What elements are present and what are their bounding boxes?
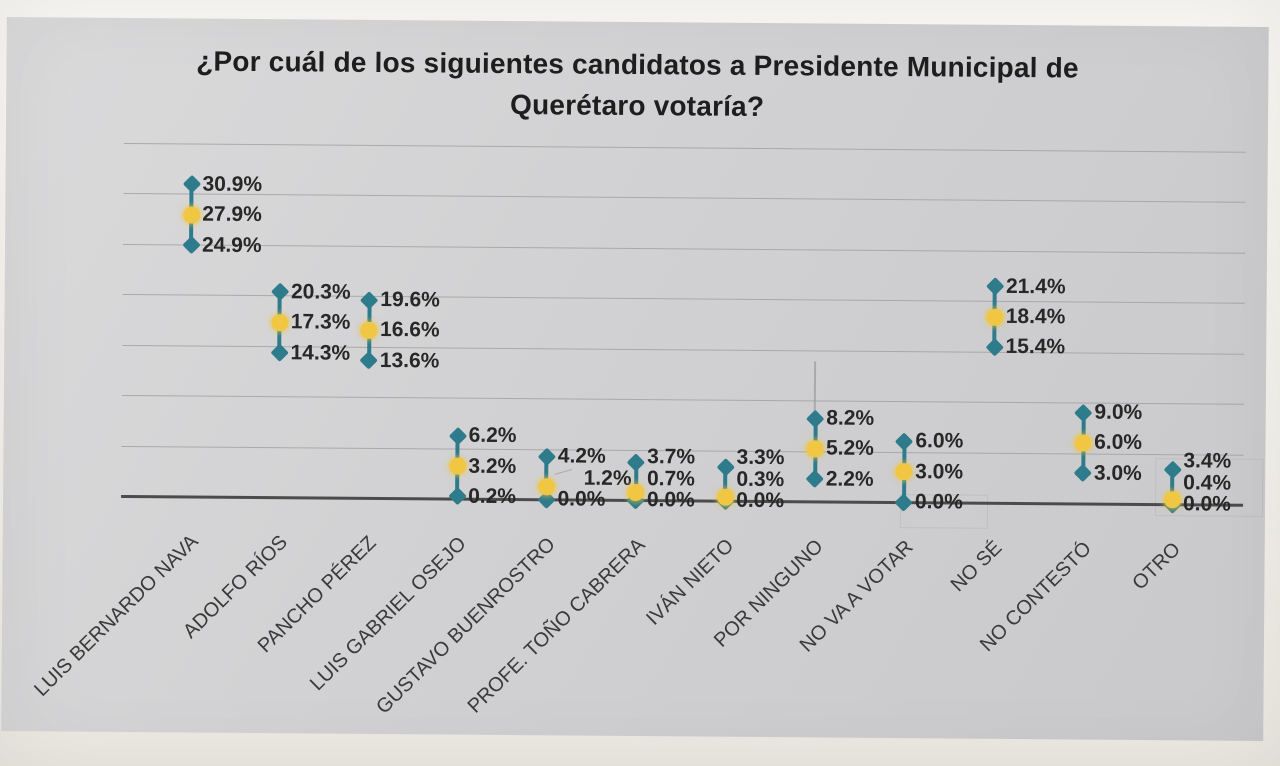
low-marker-diamond-icon xyxy=(181,235,201,255)
gridline-35pct xyxy=(123,142,1246,153)
category-label-text: PROFE. TOÑO CABRERA xyxy=(463,533,650,718)
value-label-low-6: 0.0% xyxy=(736,488,785,513)
value-label-low-1: 14.3% xyxy=(290,340,351,365)
value-label-mid-8: 3.0% xyxy=(915,459,964,484)
printed-chart-paper: ¿Por cuál de los siguientes candidatos a… xyxy=(1,17,1269,741)
category-label-text: GUSTAVO BUENROSTRO xyxy=(372,533,560,719)
value-label-mid-6: 0.3% xyxy=(736,467,785,491)
high-marker-diamond-icon xyxy=(537,447,557,467)
value-label-low-10: 3.0% xyxy=(1093,461,1142,485)
leader-line-gustavo-mid-label xyxy=(554,469,573,475)
category-label-text: IVÁN NIETO xyxy=(642,534,739,630)
high-marker-diamond-icon xyxy=(895,432,914,451)
value-label-low-9: 15.4% xyxy=(1005,335,1066,359)
mid-marker-circle-icon xyxy=(360,321,378,339)
value-label-high-2: 19.6% xyxy=(380,288,440,312)
mid-marker-circle-icon xyxy=(806,440,824,458)
mid-marker-circle-icon xyxy=(986,308,1004,326)
value-label-high-0: 30.9% xyxy=(202,172,263,196)
low-marker-diamond-icon xyxy=(985,338,1004,357)
category-label-text: LUIS GABRIEL OSEJO xyxy=(305,532,471,696)
value-label-low-5: 0.0% xyxy=(646,488,695,512)
value-label-low-7: 2.2% xyxy=(825,467,874,491)
gridline-25pct xyxy=(123,243,1246,254)
high-marker-diamond-icon xyxy=(448,426,467,446)
value-label-mid-7: 5.2% xyxy=(825,436,874,461)
mid-marker-circle-icon xyxy=(895,463,913,481)
value-label-low-0: 24.9% xyxy=(201,233,262,257)
high-marker-diamond-icon xyxy=(716,458,735,477)
value-label-mid-0: 27.9% xyxy=(202,202,262,227)
value-label-mid-4: 1.2% xyxy=(583,466,632,490)
plot-area: 30.9% 27.9% 24.9% LUIS BERNARDO NAVA 20.3% 17… xyxy=(1,17,1269,741)
high-marker-diamond-icon xyxy=(182,175,201,194)
high-marker-diamond-icon xyxy=(270,282,290,302)
value-label-mid-11: 0.4% xyxy=(1183,470,1232,495)
value-label-mid-10: 6.0% xyxy=(1094,430,1143,455)
value-label-mid-9: 18.4% xyxy=(1005,305,1066,329)
value-label-high-7: 8.2% xyxy=(826,406,875,431)
value-label-high-11: 3.4% xyxy=(1183,449,1232,473)
value-label-high-3: 6.2% xyxy=(468,424,517,448)
category-label-text: NO SÉ xyxy=(946,536,1007,597)
mid-marker-circle-icon xyxy=(538,478,556,496)
high-marker-diamond-icon xyxy=(806,409,825,428)
value-label-low-8: 0.0% xyxy=(914,490,963,514)
mid-marker-circle-icon xyxy=(1163,491,1181,509)
value-label-high-5: 3.7% xyxy=(647,445,696,469)
high-marker-diamond-icon xyxy=(985,277,1005,296)
low-marker-diamond-icon xyxy=(359,351,379,370)
value-label-high-9: 21.4% xyxy=(1005,274,1066,299)
value-label-mid-2: 16.6% xyxy=(380,318,440,342)
low-marker-diamond-icon xyxy=(805,469,824,489)
mid-marker-circle-icon xyxy=(448,457,466,475)
high-marker-diamond-icon xyxy=(1074,403,1093,422)
low-marker-diamond-icon xyxy=(1073,464,1093,483)
low-marker-diamond-icon xyxy=(447,487,467,506)
mid-marker-circle-icon xyxy=(182,206,200,224)
value-label-high-6: 3.3% xyxy=(736,445,785,470)
category-label-text: LUIS BERNARDO NAVA xyxy=(29,530,203,701)
category-label-text: OTRO xyxy=(1128,538,1186,595)
gridline-30pct xyxy=(123,192,1246,203)
value-label-mid-1: 17.3% xyxy=(290,310,351,335)
value-label-high-8: 6.0% xyxy=(915,429,964,453)
value-label-low-3: 0.2% xyxy=(468,484,517,509)
value-label-high-1: 20.3% xyxy=(290,280,351,304)
mid-marker-circle-icon xyxy=(1074,434,1092,452)
mid-marker-circle-icon xyxy=(271,313,289,332)
value-label-mid-3: 3.2% xyxy=(468,454,517,478)
value-label-low-11: 0.0% xyxy=(1182,492,1232,516)
high-marker-diamond-icon xyxy=(360,290,379,310)
value-label-high-4: 4.2% xyxy=(557,444,606,468)
value-label-low-2: 13.6% xyxy=(379,348,440,373)
gridline-10pct xyxy=(121,394,1244,405)
value-label-high-10: 9.0% xyxy=(1094,400,1143,425)
value-label-mid-5: 0.7% xyxy=(646,466,695,490)
leader-line-por-ninguno xyxy=(813,361,817,417)
value-label-low-4: 0.0% xyxy=(557,487,606,511)
